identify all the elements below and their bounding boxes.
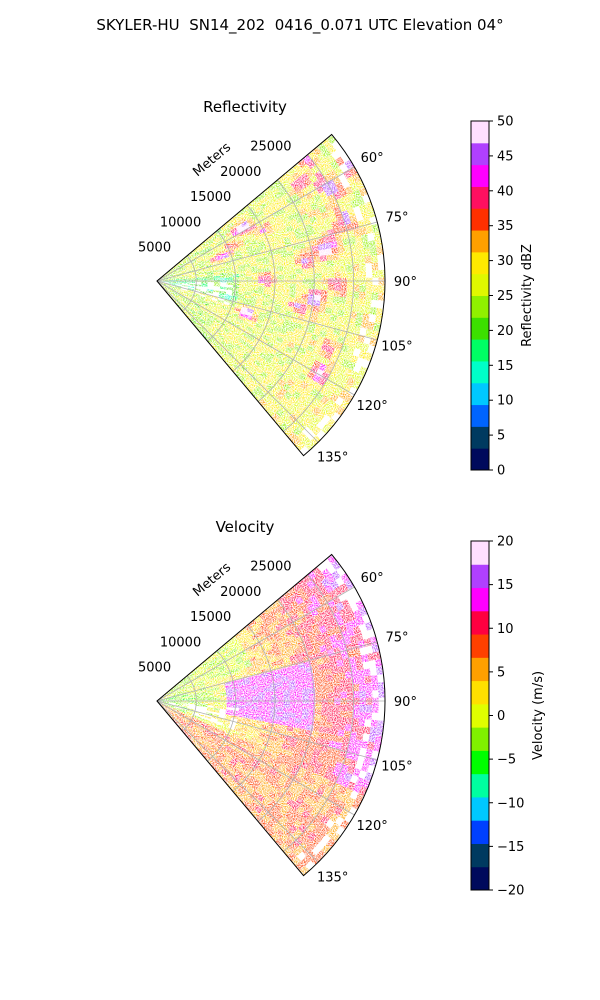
colorbar-segment xyxy=(471,295,489,318)
radial-tick-label: 10000 xyxy=(160,215,201,230)
colorbar-tick-label: 20 xyxy=(497,324,514,339)
colorbar-segment xyxy=(471,360,489,384)
theta-tick-label: 60° xyxy=(361,151,384,166)
polar-grid xyxy=(156,574,385,863)
theta-tick-label: 105° xyxy=(381,759,412,774)
radial-tick-label: 5000 xyxy=(138,661,171,676)
colorbar-label: Reflectivity dBZ xyxy=(520,244,535,347)
colorbar-tick-label: 40 xyxy=(497,184,514,199)
theta-tick-label: 90° xyxy=(394,275,417,290)
theta-tick-label: 60° xyxy=(361,571,384,586)
radial-tick-label: 10000 xyxy=(160,635,201,650)
theta-tick-label: 120° xyxy=(356,819,387,834)
sector-outline xyxy=(156,553,386,877)
colorbar-segment xyxy=(471,273,489,296)
colorbar-segment xyxy=(471,208,489,231)
colorbar-segment xyxy=(471,564,489,589)
theta-tick-label: 90° xyxy=(394,695,417,710)
colorbar-tick-label: 30 xyxy=(497,254,514,269)
colorbar-segment xyxy=(471,186,489,209)
colorbar-tick-label: 50 xyxy=(497,115,514,130)
colorbar-tick-label: 35 xyxy=(497,219,514,234)
panel-title: Reflectivity xyxy=(203,98,287,116)
polar-grid xyxy=(156,154,385,443)
colorbar-segment xyxy=(471,339,489,362)
colorbar-segment xyxy=(471,796,489,821)
colorbar-tick-label: 0 xyxy=(497,709,505,724)
colorbar-tick-label: 20 xyxy=(497,535,514,550)
radial-tick-label: 15000 xyxy=(190,190,231,205)
colorbar-tick-label: 10 xyxy=(497,622,514,637)
colorbar-segment xyxy=(471,541,489,565)
colorbar-tick-label: 45 xyxy=(497,149,514,164)
theta-tick-label: 105° xyxy=(381,339,412,354)
colorbar-segment xyxy=(471,382,489,406)
colorbar-tick-label: −20 xyxy=(497,884,524,899)
radar-field xyxy=(157,134,385,451)
colorbar: 0 5 10 15 20 25 30 35 40 45 50 Reflectivity dBZ xyxy=(470,115,535,479)
colorbar-segment xyxy=(471,251,489,275)
radial-tick-label: 25000 xyxy=(250,560,291,575)
theta-tick-label: 75° xyxy=(385,211,408,226)
colorbar-segment xyxy=(471,587,489,612)
radial-tick-label: 20000 xyxy=(220,585,261,600)
colorbar: −20 −15 −10 −5 0 5 10 15 20 Velocity (m/s) xyxy=(470,535,546,899)
sector-outline xyxy=(156,133,386,457)
reflectivity-panel: Reflectivity500010000150002000025000Mete… xyxy=(138,98,535,479)
colorbar-tick-label: 25 xyxy=(497,289,514,304)
theta-tick-label: 120° xyxy=(356,399,387,414)
colorbar-label: Velocity (m/s) xyxy=(531,671,546,760)
colorbar-segment xyxy=(471,727,489,751)
colorbar-tick-label: 5 xyxy=(497,429,505,444)
colorbar-segment xyxy=(471,142,489,166)
colorbar-segment xyxy=(471,750,489,775)
colorbar-tick-label: 5 xyxy=(497,665,505,680)
colorbar-segment xyxy=(471,657,489,682)
colorbar-tick-label: 10 xyxy=(497,394,514,409)
colorbar-segment xyxy=(471,317,489,340)
radial-tick-label: 20000 xyxy=(220,165,261,180)
colorbar-segment xyxy=(471,820,489,844)
colorbar-tick-label: 0 xyxy=(497,464,505,479)
theta-tick-label: 135° xyxy=(317,871,348,886)
colorbar-tick-label: 15 xyxy=(497,578,514,593)
theta-tick-label: 135° xyxy=(317,451,348,466)
colorbar-segment xyxy=(471,634,489,658)
colorbar-segment xyxy=(471,866,489,891)
colorbar-tick-label: −5 xyxy=(497,753,516,768)
radial-tick-label: 5000 xyxy=(138,241,171,256)
radial-tick-label: 25000 xyxy=(250,140,291,155)
colorbar-segment xyxy=(471,404,489,427)
colorbar-segment xyxy=(471,843,489,868)
panel-title: Velocity xyxy=(216,518,275,536)
colorbar-tick-label: −15 xyxy=(497,840,524,855)
colorbar-segment xyxy=(471,448,489,471)
colorbar-segment xyxy=(471,610,489,635)
colorbar-tick-label: −10 xyxy=(497,796,524,811)
radial-tick-label: 15000 xyxy=(190,610,231,625)
colorbar-segment xyxy=(471,680,489,705)
colorbar-segment xyxy=(471,703,489,728)
colorbar-tick-label: 15 xyxy=(497,359,514,374)
colorbar-segment xyxy=(471,773,489,798)
colorbar-segment xyxy=(471,121,489,144)
colorbar-segment xyxy=(471,164,489,187)
colorbar-segment xyxy=(471,230,489,253)
radar-field xyxy=(157,554,385,876)
colorbar-segment xyxy=(471,426,489,449)
theta-tick-label: 75° xyxy=(385,631,408,646)
figure-title: SKYLER-HU SN14_202 0416_0.071 UTC Elevat… xyxy=(96,16,504,34)
